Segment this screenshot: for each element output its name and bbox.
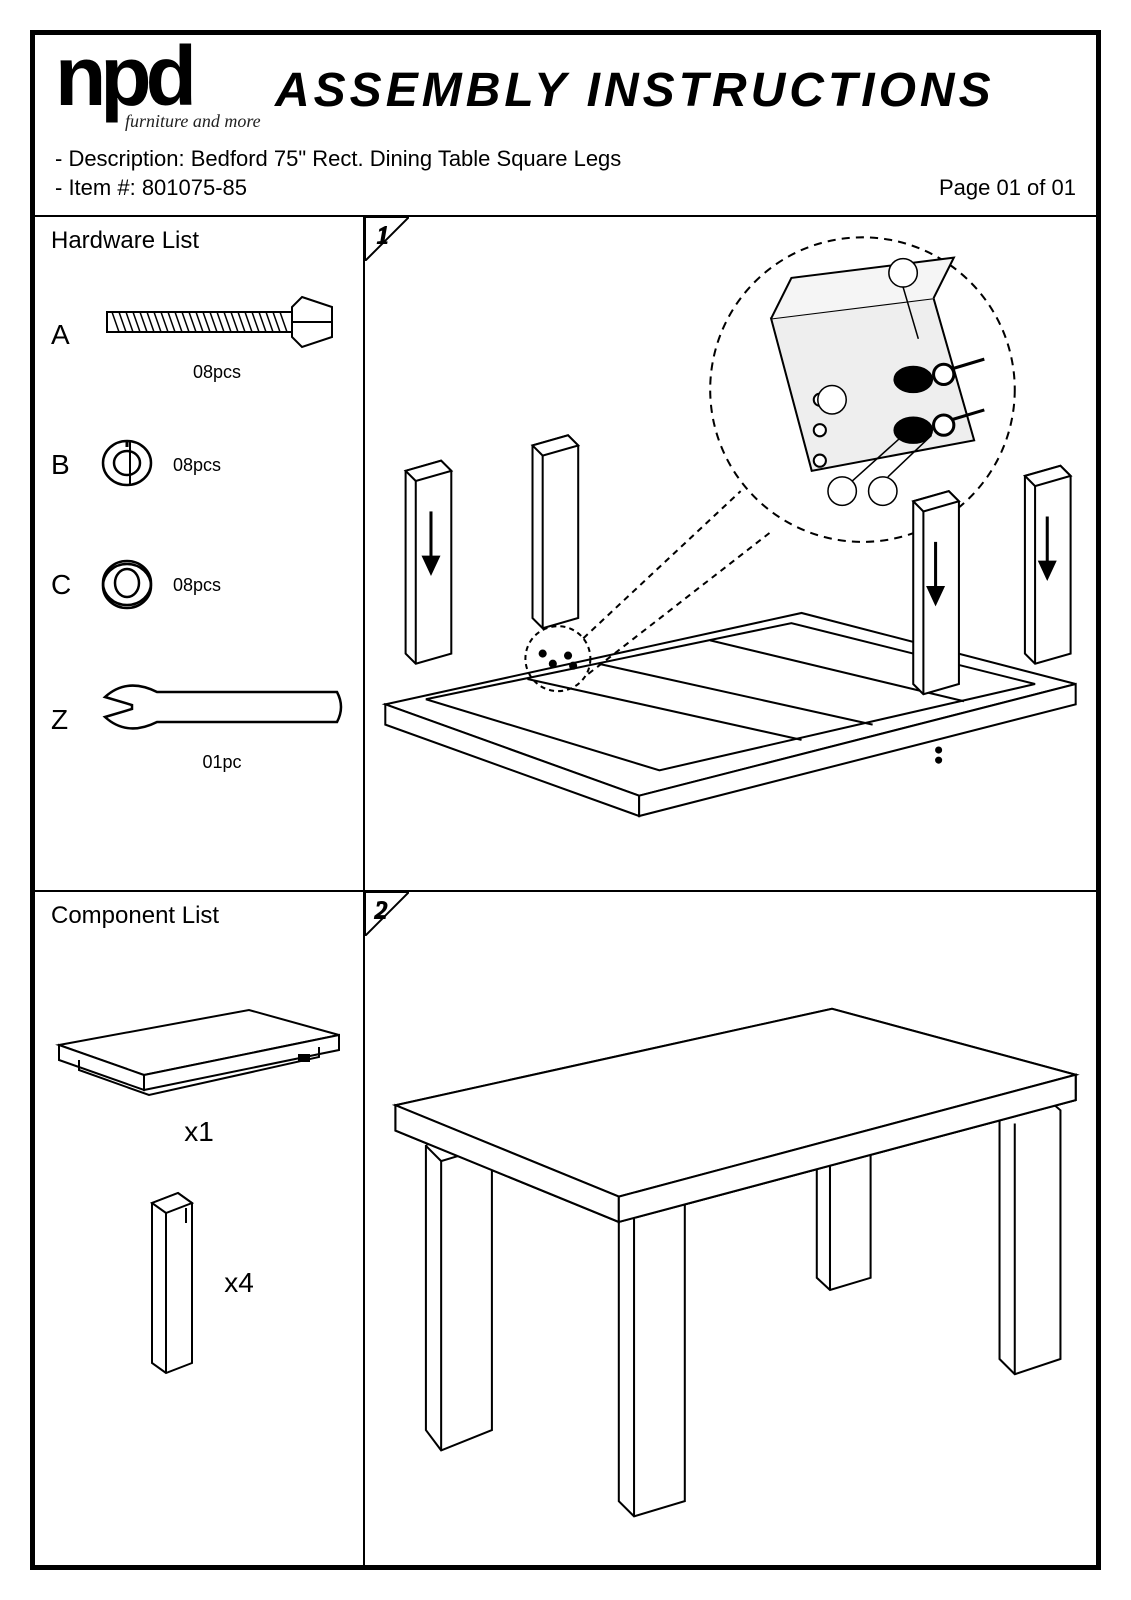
hex-bolt-icon: 08pcs bbox=[97, 287, 337, 383]
table-top-icon bbox=[49, 990, 349, 1110]
component-qty: x1 bbox=[184, 1116, 214, 1148]
wrench-icon: 01pc bbox=[97, 667, 347, 773]
svg-text:Z: Z bbox=[898, 263, 909, 284]
doc-title: ASSEMBLY INSTRUCTIONS bbox=[275, 63, 995, 118]
hardware-qty: 08pcs bbox=[173, 575, 221, 596]
hardware-qty: 08pcs bbox=[97, 362, 337, 383]
item-label: - Item #: bbox=[55, 175, 136, 200]
description-line: - Description: Bedford 75" Rect. Dining … bbox=[55, 145, 621, 174]
step-1-panel: 1 bbox=[365, 215, 1096, 890]
brand-name: npd bbox=[55, 39, 261, 115]
content-grid: Hardware List A bbox=[35, 215, 1096, 1565]
hardware-id: A bbox=[51, 319, 81, 351]
component-item-top: x1 bbox=[35, 990, 363, 1148]
item-value: 801075-85 bbox=[142, 175, 247, 200]
hardware-item-A: A bbox=[35, 265, 363, 405]
step-2-panel: 2 bbox=[365, 890, 1096, 1565]
hardware-id: C bbox=[51, 569, 81, 601]
svg-text:B: B bbox=[837, 480, 849, 501]
description-value: Bedford 75" Rect. Dining Table Square Le… bbox=[191, 146, 622, 171]
hardware-id: B bbox=[51, 449, 81, 481]
svg-text:A: A bbox=[878, 480, 891, 501]
hardware-item-B: B 08pcs bbox=[35, 405, 363, 525]
component-qty: x4 bbox=[224, 1267, 254, 1299]
lock-washer-icon bbox=[97, 433, 157, 498]
item-line: - Item #: 801075-85 bbox=[55, 174, 621, 203]
component-item-leg: x4 bbox=[35, 1188, 363, 1378]
hardware-qty: 01pc bbox=[97, 752, 347, 773]
hardware-heading: Hardware List bbox=[35, 217, 363, 265]
flat-washer-icon bbox=[97, 553, 157, 618]
brand-logo: npd furniture and more bbox=[55, 39, 261, 132]
hardware-panel: Hardware List A bbox=[35, 215, 365, 890]
table-leg-icon bbox=[144, 1188, 204, 1378]
hardware-item-C: C 08pcs bbox=[35, 525, 363, 645]
component-heading: Component List bbox=[35, 892, 363, 940]
brand-tagline: furniture and more bbox=[125, 111, 261, 132]
hardware-id: Z bbox=[51, 704, 81, 736]
hardware-item-Z: Z 01pc bbox=[35, 645, 363, 795]
meta-block: - Description: Bedford 75" Rect. Dining … bbox=[55, 145, 621, 202]
outer-frame: npd furniture and more ASSEMBLY INSTRUCT… bbox=[30, 30, 1101, 1570]
page: npd furniture and more ASSEMBLY INSTRUCT… bbox=[0, 0, 1131, 1600]
svg-text:C: C bbox=[827, 389, 840, 410]
step-1-diagram: Z C B A bbox=[365, 217, 1096, 846]
hardware-qty: 08pcs bbox=[173, 455, 221, 476]
page-number: Page 01 of 01 bbox=[939, 175, 1076, 201]
component-panel: Component List x1 bbox=[35, 890, 365, 1565]
description-label: - Description: bbox=[55, 146, 185, 171]
header: npd furniture and more ASSEMBLY INSTRUCT… bbox=[35, 35, 1096, 215]
step-2-diagram bbox=[365, 892, 1096, 1521]
